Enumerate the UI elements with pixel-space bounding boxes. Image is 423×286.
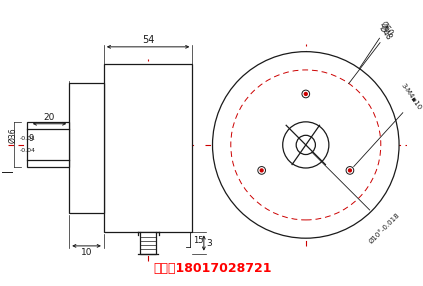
Bar <box>104 64 192 233</box>
Text: -0.01: -0.01 <box>19 136 35 141</box>
Bar <box>69 84 104 213</box>
Text: 20: 20 <box>44 113 55 122</box>
Bar <box>140 233 156 254</box>
Circle shape <box>302 90 310 98</box>
Text: 3-M4▪10: 3-M4▪10 <box>400 82 423 111</box>
Text: Ø48: Ø48 <box>378 24 394 42</box>
Text: 15: 15 <box>193 236 204 245</box>
Circle shape <box>349 169 352 172</box>
Circle shape <box>296 135 316 154</box>
Text: -0.04: -0.04 <box>19 148 35 153</box>
Circle shape <box>212 52 399 238</box>
Text: 3: 3 <box>207 239 212 247</box>
Circle shape <box>346 166 354 174</box>
Text: 手机：18017028721: 手机：18017028721 <box>154 263 272 275</box>
Text: 54: 54 <box>142 35 154 45</box>
Circle shape <box>304 92 307 96</box>
Circle shape <box>258 166 266 174</box>
Text: 10: 10 <box>81 248 92 257</box>
Text: Ø36: Ø36 <box>8 127 17 143</box>
Text: Ø60: Ø60 <box>378 20 394 37</box>
Bar <box>27 122 69 167</box>
Text: Ø10°-0.018: Ø10°-0.018 <box>368 212 401 245</box>
Circle shape <box>260 169 263 172</box>
Text: 9: 9 <box>29 134 34 143</box>
Circle shape <box>283 122 329 168</box>
